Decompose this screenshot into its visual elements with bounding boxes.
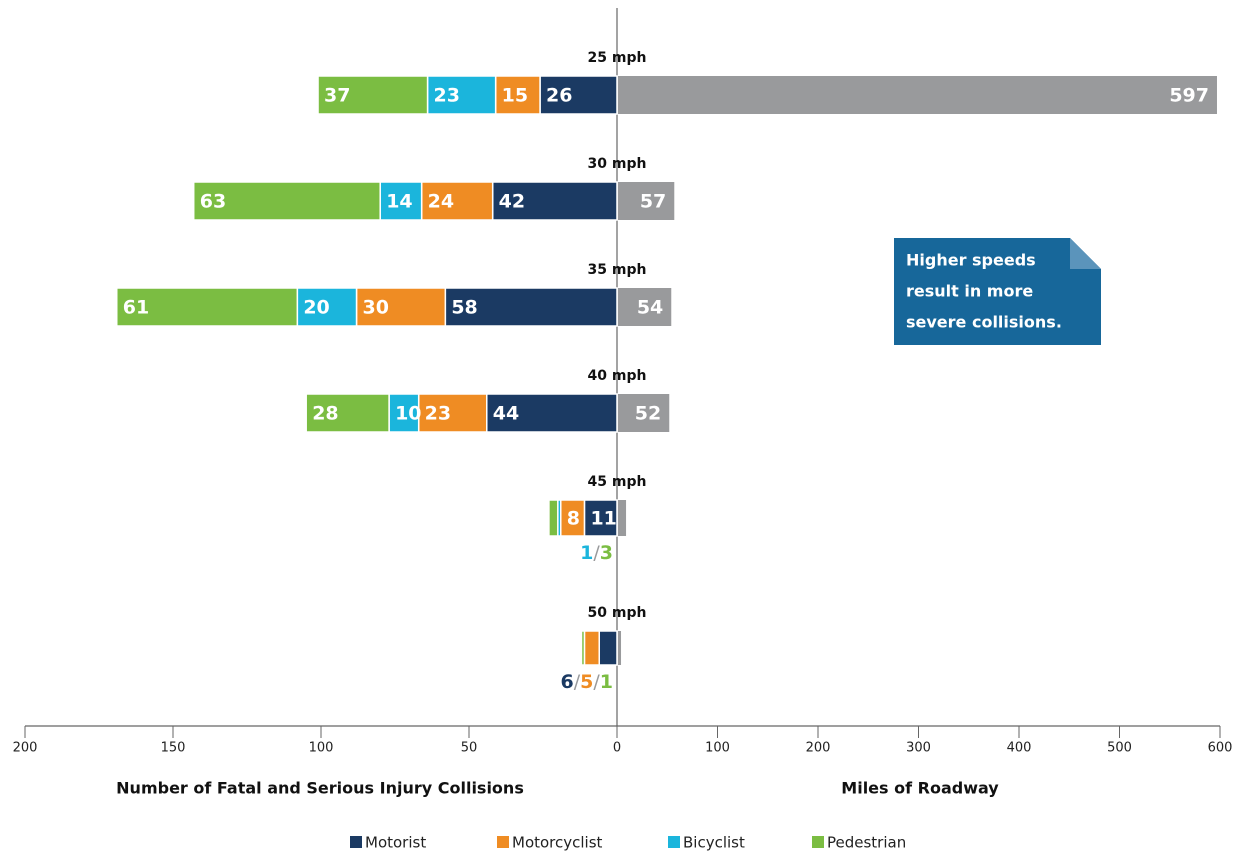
bar-segment (420, 181, 494, 221)
legend-label: Motorcyclist (512, 834, 603, 852)
value-label: 10 (395, 403, 421, 425)
bar-segment (598, 630, 618, 666)
value-label: 63 (200, 191, 226, 213)
bar-segment (444, 287, 618, 327)
value-label: 1 (600, 671, 613, 693)
legend-swatch (668, 836, 680, 848)
label-separator: / (593, 671, 600, 693)
bar-segment (192, 181, 381, 221)
value-label: 23 (425, 403, 451, 425)
bar-segment (379, 181, 423, 221)
miles-bar (618, 182, 675, 220)
bar-segment (426, 75, 497, 115)
x-tick-label: 100 (309, 741, 334, 756)
bar-segment (491, 181, 618, 221)
miles-label: 52 (635, 403, 661, 425)
legend-swatch (497, 836, 509, 848)
x-tick-label: 500 (1107, 741, 1132, 756)
category-label: 40 mph (588, 368, 647, 384)
category-label: 35 mph (588, 262, 647, 278)
bar-segment (388, 393, 420, 433)
bar-segment (583, 630, 600, 666)
value-label: 5 (580, 671, 593, 693)
legend-label: Pedestrian (827, 834, 906, 852)
value-label: 6 (560, 671, 573, 693)
bar-segment (548, 499, 559, 537)
x-tick-label: 100 (705, 741, 730, 756)
bar-segment (486, 393, 618, 433)
x-axis-title-left: Number of Fatal and Serious Injury Colli… (116, 779, 524, 798)
annotation-text: Higher speeds (906, 251, 1036, 270)
value-label: 14 (386, 191, 412, 213)
label-separator: / (593, 542, 600, 564)
category-label: 45 mph (588, 474, 647, 490)
value-label: 1 (580, 542, 593, 564)
annotation-text: result in more (906, 282, 1033, 301)
x-tick-label: 0 (613, 741, 621, 756)
value-label: 30 (363, 297, 389, 319)
category-label: 25 mph (588, 50, 647, 66)
legend-swatch (812, 836, 824, 848)
legend-swatch (350, 836, 362, 848)
value-label: 58 (451, 297, 477, 319)
bar-segment (116, 287, 299, 327)
value-label: 24 (428, 191, 454, 213)
value-label: 44 (493, 403, 519, 425)
x-tick-label: 300 (906, 741, 931, 756)
value-label: 37 (324, 85, 350, 107)
value-label: 28 (312, 403, 338, 425)
value-label: 3 (600, 542, 613, 564)
value-label: 42 (499, 191, 525, 213)
bar-segment (417, 393, 488, 433)
bar-segment (305, 393, 390, 433)
miles-bar (618, 76, 1217, 114)
value-label: 8 (567, 508, 580, 530)
annotation-text: severe collisions. (906, 313, 1062, 332)
small-value-labels: 6/5/1 (560, 671, 613, 693)
annotation-fold (1070, 238, 1101, 269)
miles-label: 54 (637, 297, 663, 319)
bar-segment (494, 75, 541, 115)
miles-bar (618, 288, 672, 326)
bar-segment (580, 630, 586, 666)
value-label: 23 (434, 85, 460, 107)
value-label: 11 (590, 508, 616, 530)
miles-label: 597 (1169, 85, 1209, 107)
value-label: 20 (303, 297, 329, 319)
annotation-box (894, 238, 1101, 345)
bar-segment (355, 287, 447, 327)
category-label: 50 mph (588, 605, 647, 621)
x-tick-label: 200 (13, 741, 38, 756)
x-tick-label: 150 (161, 741, 186, 756)
x-axis-title-right: Miles of Roadway (841, 779, 999, 798)
miles-label: 4 (635, 638, 648, 660)
legend-label: Motorist (365, 834, 426, 852)
x-tick-label: 200 (806, 741, 831, 756)
miles-bar (618, 631, 622, 665)
label-separator: / (574, 671, 581, 693)
value-label: 26 (546, 85, 572, 107)
x-tick-label: 400 (1007, 741, 1032, 756)
miles-bar (618, 394, 670, 432)
x-tick-label: 600 (1208, 741, 1233, 756)
bar-segment (317, 75, 429, 115)
x-tick-label: 50 (461, 741, 478, 756)
miles-label: 9 (640, 508, 653, 530)
value-label: 15 (502, 85, 528, 107)
value-label: 61 (123, 297, 149, 319)
bar-segment (539, 75, 618, 115)
legend-label: Bicyclist (683, 834, 745, 852)
miles-bar (618, 500, 627, 536)
category-label: 30 mph (588, 156, 647, 172)
miles-label: 57 (640, 191, 666, 213)
small-value-labels: 1/3 (580, 542, 613, 564)
